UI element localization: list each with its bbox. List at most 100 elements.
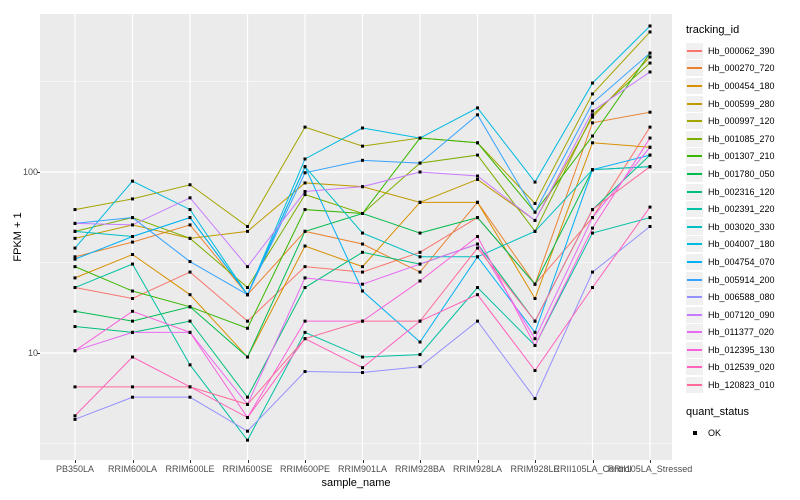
data-point xyxy=(476,246,479,250)
data-point xyxy=(418,340,422,344)
data-point xyxy=(418,270,422,274)
data-point xyxy=(131,297,134,301)
data-point xyxy=(648,30,652,34)
data-point xyxy=(591,226,594,230)
data-point xyxy=(648,165,652,169)
data-point xyxy=(246,326,249,330)
legend-item-label: Hb_004007_180 xyxy=(708,239,775,250)
data-point xyxy=(533,229,537,233)
data-point xyxy=(188,395,192,399)
x-tick-label: PB350LA xyxy=(55,464,95,474)
data-point xyxy=(303,165,307,169)
legend-title-tracking-id: tracking_id xyxy=(686,24,740,36)
data-point xyxy=(73,208,77,212)
data-point xyxy=(73,286,77,290)
data-point xyxy=(476,242,479,246)
series-color-key-icon xyxy=(686,130,703,147)
data-point xyxy=(476,319,479,323)
legend-item-label: Hb_004754_070 xyxy=(708,256,775,267)
data-point xyxy=(131,330,134,334)
data-point xyxy=(533,369,537,373)
legend-item-label: Hb_005914_200 xyxy=(708,274,775,285)
legend-item-label: Hb_006588_080 xyxy=(708,292,775,303)
y-tick-mark xyxy=(37,172,40,173)
data-point xyxy=(591,208,594,212)
x-tick-label: RRIM600LA xyxy=(107,464,158,474)
data-point xyxy=(418,279,422,283)
data-point xyxy=(303,244,307,248)
series-color-key-icon xyxy=(686,377,703,394)
series-color-key-icon xyxy=(686,42,703,59)
data-point xyxy=(591,231,594,235)
data-point xyxy=(648,24,652,28)
data-point xyxy=(188,305,192,309)
data-point xyxy=(131,179,134,183)
data-point xyxy=(188,293,192,297)
series-color-key-icon xyxy=(686,289,703,306)
legend-item-Hb_000062_390: Hb_000062_390 xyxy=(686,42,798,60)
data-point xyxy=(476,286,479,290)
data-point xyxy=(246,438,249,442)
plot-panel xyxy=(40,14,672,460)
data-point xyxy=(303,190,307,194)
data-point xyxy=(648,153,652,157)
data-point xyxy=(533,218,537,222)
data-point xyxy=(188,208,192,212)
data-point xyxy=(418,353,422,357)
data-point xyxy=(303,229,307,233)
data-point xyxy=(361,319,364,323)
legend-item-label: Hb_001780_050 xyxy=(708,168,775,179)
data-point xyxy=(131,289,134,293)
data-point xyxy=(303,193,307,197)
data-point xyxy=(476,113,479,117)
x-tick-label: RRII105LA_Control xyxy=(553,464,632,474)
data-point xyxy=(533,344,537,348)
data-point xyxy=(476,141,479,145)
data-point xyxy=(418,231,422,235)
legend-item-label: Hb_001307_210 xyxy=(708,151,775,162)
data-point xyxy=(591,113,594,117)
data-point xyxy=(533,180,537,184)
data-point xyxy=(188,385,192,389)
legend-items: Hb_000062_390 Hb_000270_720 Hb_000454_180 H… xyxy=(686,42,798,394)
x-axis-title: sample_name xyxy=(321,477,391,489)
data-point xyxy=(188,330,192,334)
data-point xyxy=(361,289,364,293)
data-point xyxy=(476,255,479,259)
legend-item-Hb_004007_180: Hb_004007_180 xyxy=(686,236,798,254)
data-point xyxy=(361,231,364,235)
data-point xyxy=(476,106,479,110)
data-point xyxy=(418,170,422,174)
data-point xyxy=(476,174,479,178)
data-point xyxy=(648,145,652,149)
legend-item-label: Hb_012395_130 xyxy=(708,344,775,355)
data-point xyxy=(73,221,77,225)
y-tick-label: 10 xyxy=(27,348,38,358)
data-point xyxy=(361,282,364,286)
data-point xyxy=(131,355,134,359)
x-tick-mark xyxy=(75,460,76,463)
x-tick-label: RRIM928LA xyxy=(452,464,503,474)
legend-item-Hb_005914_200: Hb_005914_200 xyxy=(686,271,798,289)
data-point xyxy=(591,81,594,85)
legend-item-Hb_000997_120: Hb_000997_120 xyxy=(686,112,798,130)
legend-item-label: Hb_000062_390 xyxy=(708,45,775,56)
legend-item-label: Hb_001085_270 xyxy=(708,133,775,144)
series-color-key-icon xyxy=(686,165,703,182)
legend-item-label: Hb_007120_090 xyxy=(708,309,775,320)
legend: tracking_id Hb_000062_390 Hb_000270_720 Hb… xyxy=(686,24,798,441)
data-point xyxy=(188,363,192,367)
legend-item-Hb_012539_020: Hb_012539_020 xyxy=(686,359,798,377)
y-axis-title: FPKM + 1 xyxy=(12,212,24,262)
data-point xyxy=(131,262,134,266)
legend-item-label: Hb_003020_330 xyxy=(708,221,775,232)
data-point xyxy=(246,416,249,420)
data-point xyxy=(533,282,537,286)
data-point xyxy=(648,205,652,209)
data-point xyxy=(188,216,192,220)
data-point xyxy=(533,201,537,205)
data-point xyxy=(246,224,249,228)
series-color-key-icon xyxy=(686,359,703,376)
data-point xyxy=(246,395,249,399)
